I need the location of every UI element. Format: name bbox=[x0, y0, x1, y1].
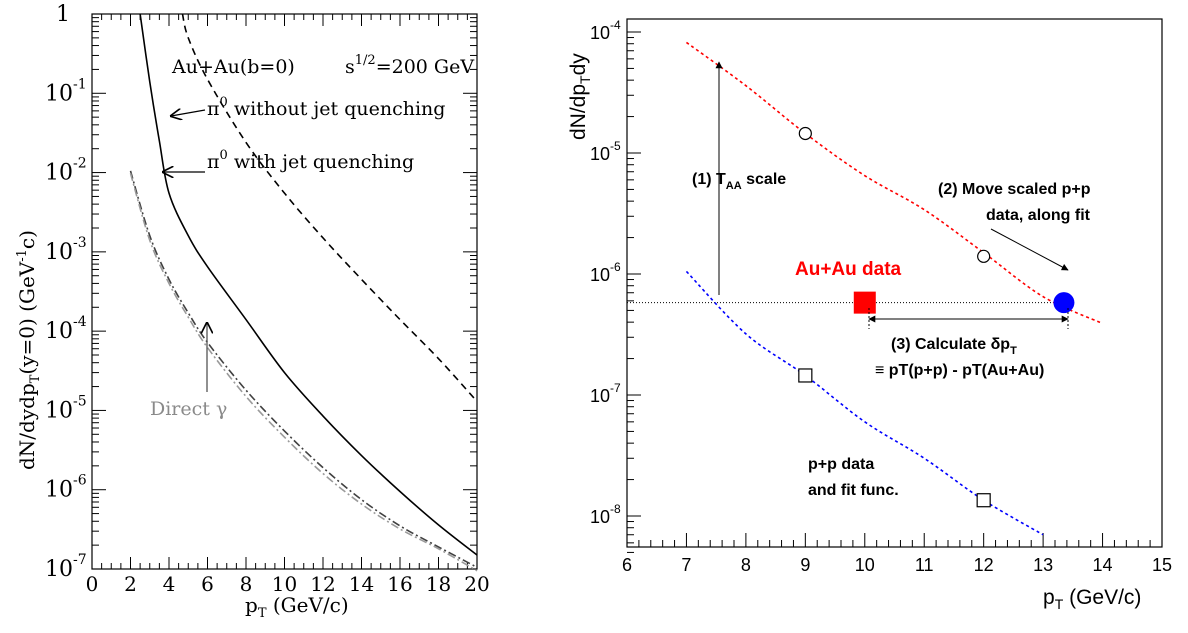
left-x-tick-label: 16 bbox=[387, 572, 412, 596]
right-moved-point bbox=[1053, 292, 1074, 313]
left-y-tick-label: 10-2 bbox=[45, 156, 87, 186]
right-x-tick-label: 10 bbox=[855, 555, 875, 575]
right-y-tick-labels: 10-4 10-5 10-6 10-7 10-8 bbox=[590, 18, 621, 527]
right-pp-label-line1: p+p data bbox=[808, 456, 874, 473]
right-x-tick-label: 7 bbox=[681, 555, 691, 575]
right-y-tick-label: 10-5 bbox=[590, 139, 621, 164]
left-x-tick-label: 6 bbox=[201, 572, 214, 596]
right-x-tick-label: 14 bbox=[1093, 555, 1113, 575]
left-y-tick-label: 10-1 bbox=[45, 76, 87, 106]
right-chart: 6 7 8 9 10 11 12 13 14 15 10-4 10-5 10-6 10-7 10-8 pT… bbox=[567, 18, 1172, 612]
left-y-tick-labels: 1 10-1 10-2 10-3 10-4 10-5 10-6 10-7 bbox=[45, 2, 87, 582]
right-y-tick-label: 10-6 bbox=[590, 260, 621, 285]
left-y-axis-title: dN/dydpT(y=0) (GeV-1c) bbox=[15, 230, 43, 470]
left-x-tick-label: 2 bbox=[124, 572, 137, 596]
left-x-tick-label: 4 bbox=[163, 572, 176, 596]
left-x-tick-label: 0 bbox=[86, 572, 99, 596]
left-y-tick-label: 1 bbox=[56, 2, 70, 27]
left-x-axis-title: pT (GeV/c) bbox=[245, 593, 349, 621]
left-y-tick-label: 10-6 bbox=[45, 473, 87, 503]
right-taa-label: (1) TAA scale bbox=[692, 171, 786, 192]
right-x-tick-label: 13 bbox=[1033, 555, 1053, 575]
right-pp-point bbox=[977, 494, 990, 507]
right-auau-label: Au+Au data bbox=[795, 259, 902, 280]
left-chart: 0 2 4 6 8 10 12 14 16 18 20 110-110-210-310-410-51… bbox=[15, 2, 490, 621]
left-y-tick-label: 10-3 bbox=[45, 235, 87, 265]
left-direct-photon-label: Direct γ bbox=[150, 398, 227, 420]
right-axis-ticks bbox=[627, 32, 1162, 552]
right-calc-label-line1: (3) Calculate δpT bbox=[891, 336, 1017, 357]
right-y-tick-label: 10-7 bbox=[590, 381, 621, 406]
left-y-tick-label: 10-7 bbox=[45, 552, 87, 582]
left-without-quenching-arrow bbox=[171, 110, 205, 116]
right-x-tick-label: 11 bbox=[915, 555, 934, 575]
left-with-quenching-label: π0 with jet quenching bbox=[207, 148, 414, 173]
right-pp-point bbox=[799, 369, 812, 382]
right-y-axis-title: dN/dpTdy bbox=[567, 53, 593, 140]
right-calc-label-line2: ≡ pT(p+p) - pT(Au+Au) bbox=[875, 362, 1044, 379]
right-x-tick-labels: 6 7 8 9 10 11 12 13 14 15 bbox=[622, 555, 1172, 575]
right-scaled-point bbox=[799, 127, 811, 139]
right-pp-label-line2: and fit func. bbox=[808, 482, 899, 499]
left-x-tick-label: 18 bbox=[426, 572, 451, 596]
right-plot-frame bbox=[627, 19, 1162, 547]
left-without-quenching-label: π0 without jet quenching bbox=[207, 95, 445, 120]
right-move-label-line1: (2) Move scaled p+p bbox=[938, 181, 1091, 198]
right-x-tick-label: 15 bbox=[1152, 555, 1172, 575]
right-move-label-line2: data, along fit bbox=[986, 207, 1091, 224]
left-system-label: Au+Au(b=0) bbox=[171, 56, 295, 78]
left-x-tick-label: 14 bbox=[349, 572, 374, 596]
left-energy-label: s1/2=200 GeV bbox=[345, 53, 474, 78]
left-x-tick-label: 20 bbox=[464, 572, 489, 596]
left-y-tick-label: 10-5 bbox=[45, 393, 87, 423]
right-x-axis-title: pT (GeV/c) bbox=[1043, 586, 1141, 612]
right-x-tick-label: 8 bbox=[741, 555, 751, 575]
right-y-tick-label: 10-8 bbox=[590, 502, 621, 527]
left-series-line-1 bbox=[140, 14, 477, 555]
left-series-line-3 bbox=[131, 173, 478, 571]
right-x-tick-label: 9 bbox=[800, 555, 810, 575]
left-series-line-2 bbox=[131, 171, 478, 567]
right-x-tick-label: 6 bbox=[622, 555, 632, 575]
right-move-arrow bbox=[991, 229, 1068, 270]
right-scaled-point bbox=[978, 250, 990, 262]
right-y-tick-label: 10-4 bbox=[590, 18, 621, 43]
left-y-tick-label: 10-4 bbox=[45, 314, 87, 344]
right-x-tick-label: 12 bbox=[974, 555, 994, 575]
right-auau-point bbox=[854, 292, 876, 314]
